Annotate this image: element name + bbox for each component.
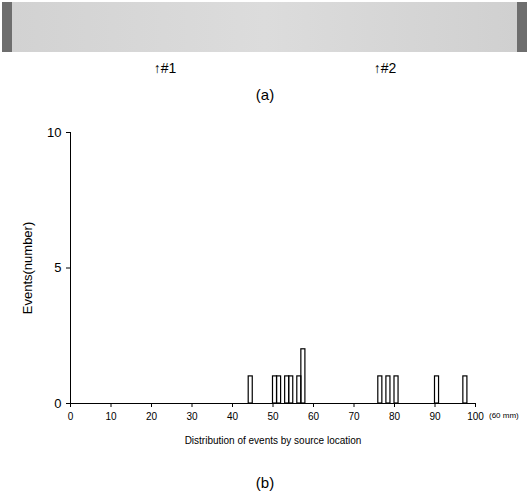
html-text:↑#1: ↑#1 [153, 60, 177, 76]
svg-text:5: 5 [54, 260, 61, 275]
svg-text:40: 40 [227, 411, 239, 422]
svg-text:60: 60 [308, 411, 320, 422]
svg-text:90: 90 [429, 411, 441, 422]
svg-text:Distribution of events by sour: Distribution of events by source locatio… [185, 435, 362, 446]
html-text:(a): (a) [255, 86, 275, 103]
html-text:↑#2: ↑#2 [373, 60, 397, 76]
svg-text:10: 10 [105, 411, 117, 422]
svg-text:100: 100 [467, 411, 484, 422]
svg-text:Events(number): Events(number) [20, 222, 35, 314]
svg-text:20: 20 [146, 411, 158, 422]
svg-text:50: 50 [267, 411, 279, 422]
svg-text:0: 0 [54, 396, 61, 411]
svg-text:0: 0 [68, 411, 74, 422]
svg-text:80: 80 [389, 411, 401, 422]
svg-text:10: 10 [47, 125, 61, 140]
html-text:(b): (b) [255, 474, 275, 491]
html-text:(60 mm): (60 mm) [489, 411, 519, 420]
svg-text:70: 70 [348, 411, 360, 422]
svg-text:30: 30 [186, 411, 198, 422]
